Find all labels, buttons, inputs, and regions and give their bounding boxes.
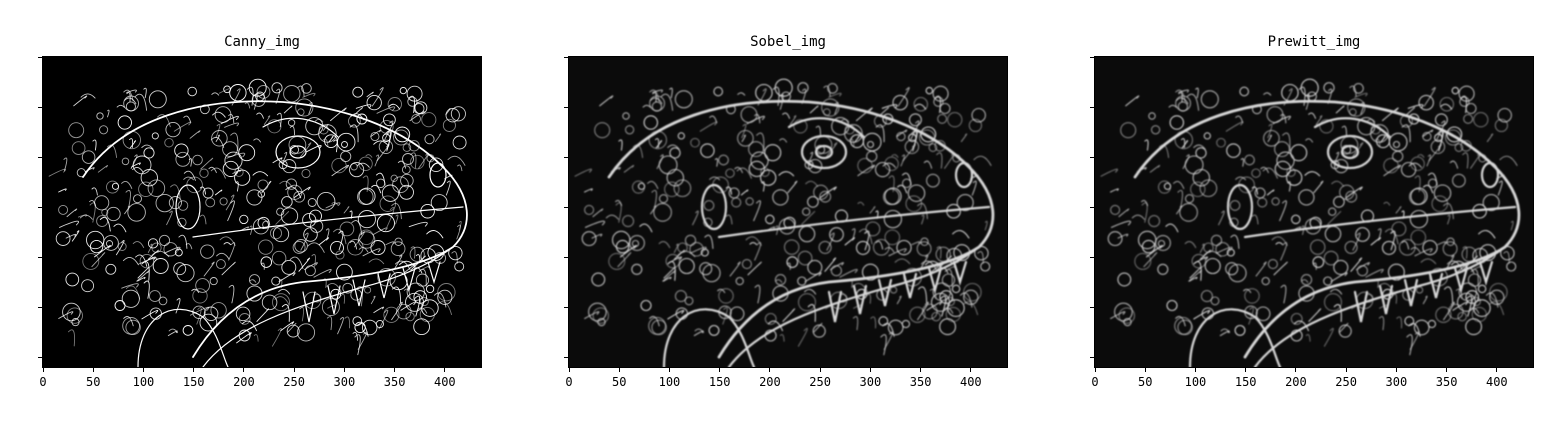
x-tick-label: 0 (1091, 375, 1099, 389)
x-tick-label: 50 (85, 375, 101, 389)
x-tick (568, 368, 570, 372)
x-tick (668, 368, 670, 372)
x-tick-label: 300 (333, 375, 356, 389)
x-tick (1496, 368, 1498, 372)
y-tick (38, 306, 42, 308)
y-tick (1090, 306, 1094, 308)
y-tick (564, 356, 568, 358)
image-axes (1094, 56, 1534, 368)
x-tick-label: 300 (1385, 375, 1408, 389)
x-tick (243, 368, 245, 372)
x-tick-label: 50 (1137, 375, 1153, 389)
y-tick (1090, 156, 1094, 158)
x-tick-label: 200 (759, 375, 781, 389)
x-tick (1245, 368, 1247, 372)
x-tick-label: 300 (859, 375, 882, 389)
image-axes (568, 56, 1008, 368)
x-tick (869, 368, 871, 372)
x-tick (394, 368, 396, 372)
y-tick (38, 56, 42, 58)
x-tick (343, 368, 345, 372)
subplot-title: Canny_img (224, 34, 300, 50)
x-tick-label: 150 (708, 375, 731, 389)
x-tick (92, 368, 94, 372)
x-tick (193, 368, 195, 372)
x-tick (1144, 368, 1146, 372)
subplot-title: Prewitt_img (1267, 34, 1361, 50)
x-tick-label: 250 (1335, 375, 1357, 389)
x-tick (769, 368, 771, 372)
y-tick (38, 206, 42, 208)
y-tick (38, 256, 42, 258)
x-tick (920, 368, 922, 372)
canny-edge-image (43, 57, 481, 367)
y-tick (38, 106, 42, 108)
x-tick (142, 368, 144, 372)
x-tick (819, 368, 821, 372)
x-tick (1345, 368, 1347, 372)
y-tick (1090, 256, 1094, 258)
x-tick-label: 400 (433, 375, 456, 389)
x-tick-label: 100 (658, 375, 681, 389)
y-tick (38, 156, 42, 158)
y-tick (564, 156, 568, 158)
x-tick-label: 250 (809, 375, 831, 389)
x-tick-label: 100 (1184, 375, 1207, 389)
x-tick (1446, 368, 1448, 372)
x-tick-label: 350 (909, 375, 932, 389)
y-tick (1090, 356, 1094, 358)
x-tick (719, 368, 721, 372)
x-tick-label: 50 (611, 375, 627, 389)
x-tick (42, 368, 44, 372)
subplot-title: Sobel_img (750, 34, 826, 50)
y-tick (1090, 56, 1094, 58)
y-tick (38, 356, 42, 358)
x-tick-label: 400 (1485, 375, 1508, 389)
x-tick (970, 368, 972, 372)
x-tick-label: 150 (1234, 375, 1257, 389)
x-tick (618, 368, 620, 372)
sobel-edge-image (569, 57, 1007, 367)
x-tick (1194, 368, 1196, 372)
y-tick (564, 106, 568, 108)
y-tick (564, 206, 568, 208)
x-tick (1094, 368, 1096, 372)
x-tick (444, 368, 446, 372)
y-tick (564, 306, 568, 308)
y-tick (1090, 206, 1094, 208)
x-tick (1295, 368, 1297, 372)
x-tick (1395, 368, 1397, 372)
x-tick-label: 200 (1285, 375, 1307, 389)
prewitt-edge-image (1095, 57, 1533, 367)
image-axes (42, 56, 482, 368)
y-tick (564, 256, 568, 258)
y-tick (564, 56, 568, 58)
x-tick-label: 0 (565, 375, 573, 389)
x-tick-label: 250 (283, 375, 305, 389)
x-tick-label: 400 (959, 375, 982, 389)
x-tick-label: 350 (383, 375, 406, 389)
x-tick-label: 200 (233, 375, 255, 389)
x-tick-label: 350 (1435, 375, 1458, 389)
x-tick-label: 0 (39, 375, 47, 389)
x-tick-label: 150 (182, 375, 205, 389)
x-tick (293, 368, 295, 372)
y-tick (1090, 106, 1094, 108)
x-tick-label: 100 (132, 375, 155, 389)
